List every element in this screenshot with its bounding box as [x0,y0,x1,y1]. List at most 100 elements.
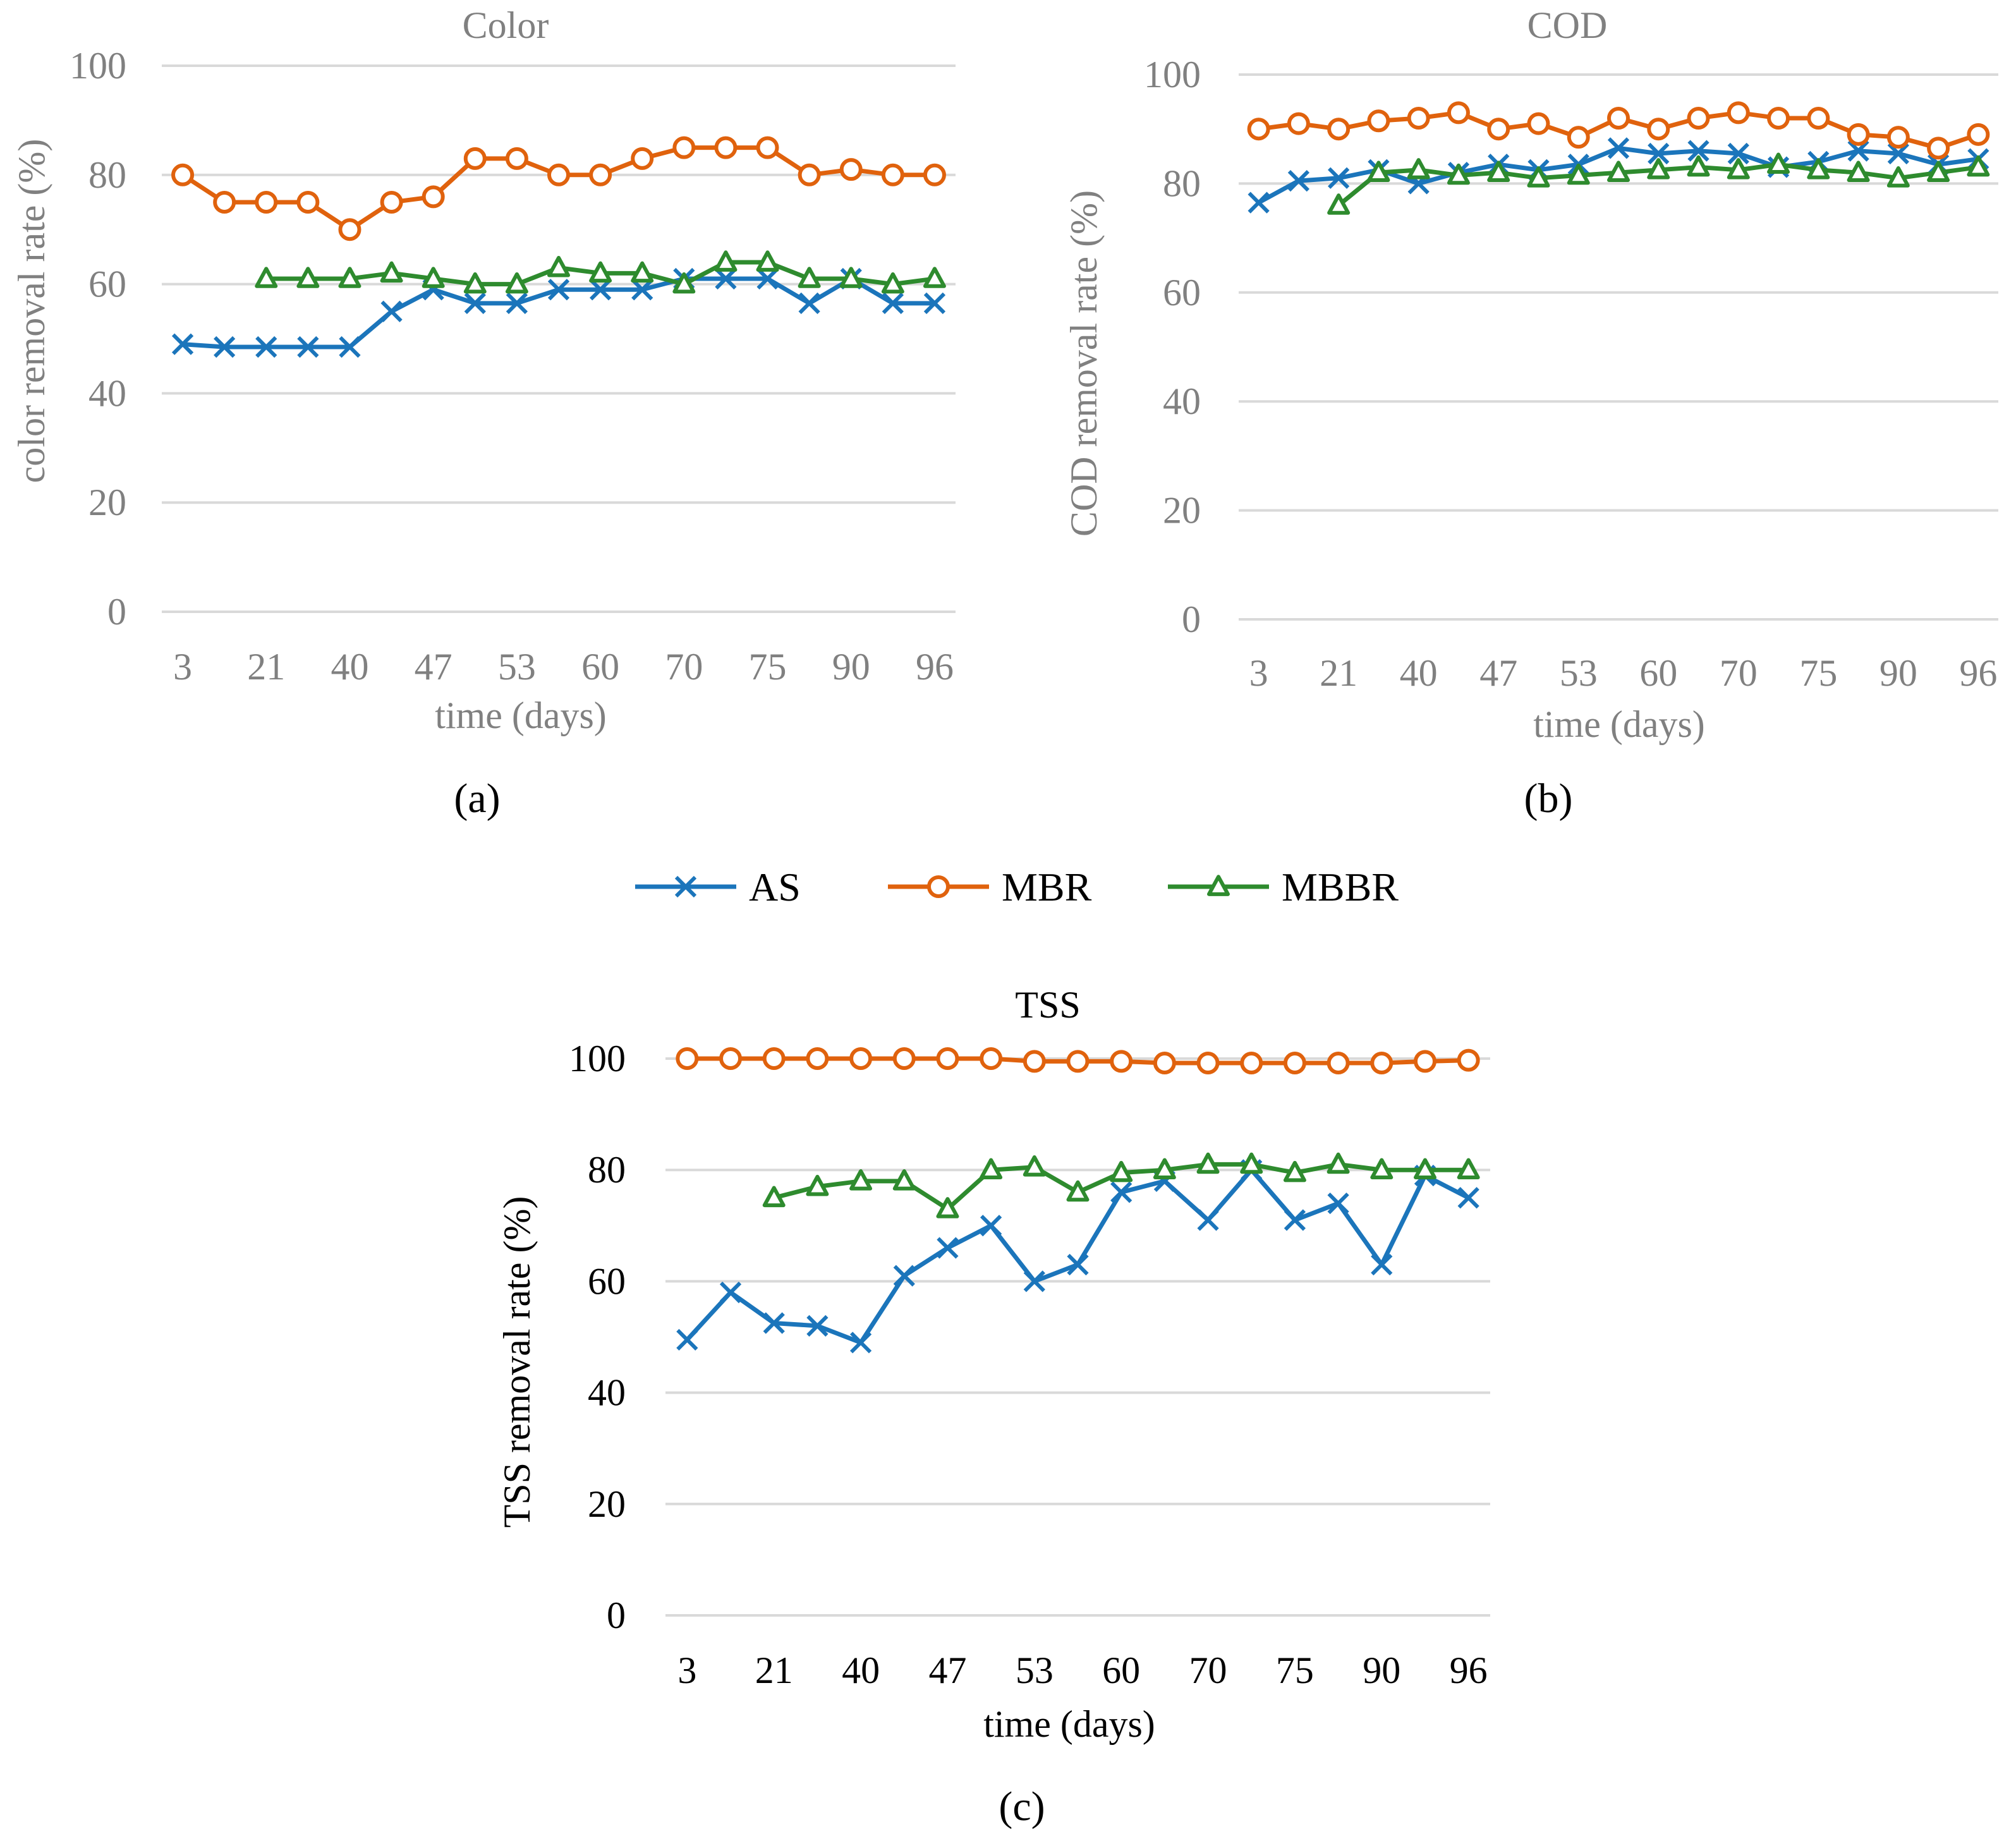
x-tick-label: 70 [1720,652,1758,694]
x-tick-label: 60 [1102,1650,1140,1691]
chart-color: Color color removal rate (%) time (days)… [11,4,956,736]
data-point-mbbr [1567,163,1590,185]
data-point-mbr [1327,118,1351,141]
series-mbbr [762,1152,1480,1218]
x-tick-label: 90 [1363,1650,1400,1691]
y-tick-label: 80 [88,154,126,196]
chart-title: COD [1527,4,1608,46]
y-axis-label: color removal rate (%) [11,139,52,483]
data-point-mbbr [338,267,361,288]
data-point-as [893,1265,915,1287]
data-point-mbbr [547,255,570,277]
data-point-mbr [547,163,570,186]
data-point-as [547,279,570,301]
data-point-as [1371,1253,1393,1276]
data-point-as [214,336,236,358]
series-mbbr [1327,152,1990,215]
data-point-mbr [1240,1052,1263,1075]
data-point-mbr [1807,106,1830,130]
data-point-as [171,333,194,355]
data-point-as [1687,140,1709,162]
y-tick-label: 60 [1163,272,1201,313]
series-as [676,1159,1479,1354]
data-point-mbbr [1153,1158,1176,1180]
data-point-mbbr [714,250,738,272]
data-point-mbbr [1647,158,1670,179]
x-tick-label: 96 [916,646,954,688]
data-point-mbr [1407,106,1430,130]
data-point-mbbr [881,272,904,294]
data-point-mbbr [1807,158,1830,179]
data-point-mbr [1727,101,1750,125]
data-point-mbr [1767,106,1790,130]
x-tick-label: 3 [173,646,192,688]
data-point-mbbr [1967,155,1990,177]
legend-label: AS [749,865,801,909]
data-point-as [1648,142,1670,165]
data-point-as [589,279,612,301]
data-point-as [937,1237,959,1259]
data-point-mbr [1886,126,1910,149]
data-point-mbr [839,158,863,181]
data-point-mbr [1413,1050,1436,1073]
data-point-mbbr [1527,166,1550,188]
data-point-as [631,279,653,301]
data-point-mbbr [1927,161,1950,182]
data-point-mbbr [463,272,487,294]
y-tick-label: 60 [588,1260,626,1302]
data-point-as [1248,191,1270,214]
x-tick-label: 70 [1189,1650,1227,1691]
data-point-mbbr [849,1169,873,1191]
x-tick-label: 47 [415,646,452,688]
x-tick-label: 47 [1479,652,1517,694]
data-point-mbr [798,163,821,186]
y-axis-label: COD removal rate (%) [1063,190,1105,537]
data-point-mbr [756,136,779,159]
y-tick-label: 40 [1163,380,1201,422]
y-tick-label: 40 [588,1372,626,1414]
data-point-as [1284,1209,1306,1231]
data-point-mbr [881,163,904,186]
data-point-mbr [380,191,403,214]
y-tick-label: 0 [1182,598,1201,640]
panel-label-c: (c) [999,1783,1045,1830]
data-point-as [464,292,486,314]
data-point-mbr [1927,137,1950,160]
chart-title: Color [463,4,549,46]
data-point-mbr [589,163,612,186]
series-as [171,267,946,358]
data-point-mbbr [1457,1158,1480,1180]
data-point-mbr [1847,123,1870,146]
y-tick-label: 100 [70,45,126,87]
data-point-mbr [338,218,361,241]
data-point-mbbr [1447,163,1470,185]
panel-label-b: (b) [1524,775,1573,822]
data-point-mbbr [1367,161,1390,182]
data-point-mbbr [1023,1155,1046,1177]
x-tick-label: 3 [677,1650,696,1691]
data-point-as [1287,169,1310,192]
data-point-mbbr [980,1158,1003,1180]
x-tick-label: 75 [1799,652,1837,694]
data-point-as [1607,137,1630,159]
data-point-mbr [631,147,654,170]
data-point-mbbr [1066,1180,1090,1202]
legend-item-mbbr: MBBR [1168,865,1399,909]
chart-title: TSS [1015,984,1080,1026]
data-point-mbr [1567,126,1590,149]
data-point-mbbr [672,272,696,294]
x-tick-label: 53 [1016,1650,1054,1691]
series-mbr [676,1047,1480,1075]
data-point-mbbr [1283,1160,1306,1182]
y-tick-label: 20 [588,1483,626,1525]
data-point-as [1023,1270,1045,1292]
data-point-mbr [1967,123,1990,146]
data-point-as [1197,1209,1219,1231]
data-point-mbr [1196,1052,1220,1075]
data-point-mbbr [1487,161,1510,182]
data-point-mbbr [505,272,528,294]
x-tick-label: 53 [1560,652,1598,694]
legend-label: MBBR [1282,865,1399,909]
data-point-as [806,1315,829,1337]
data-point-mbbr [1327,1152,1350,1174]
